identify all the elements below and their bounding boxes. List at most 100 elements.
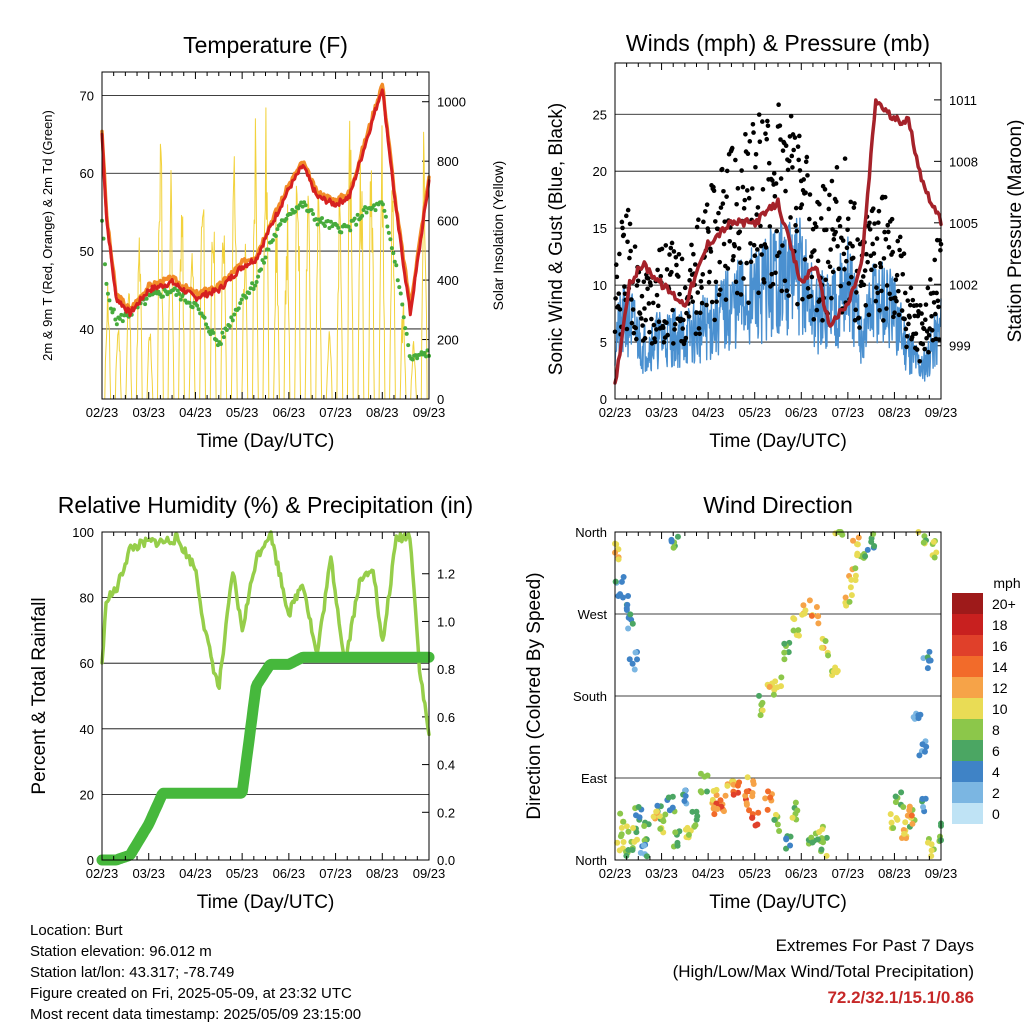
gust-point	[729, 145, 735, 151]
dewpoint-point	[394, 263, 399, 268]
dewpoint-point	[315, 222, 320, 227]
gust-point	[901, 251, 907, 257]
gust-point	[730, 257, 736, 263]
gust-point	[682, 285, 688, 291]
gust-point	[667, 252, 672, 257]
direction-point	[629, 660, 636, 667]
direction-point	[890, 825, 897, 832]
humidity-title: Relative Humidity (%) & Precipitation (i…	[58, 492, 473, 518]
x-tick-label: 09/23	[413, 405, 446, 420]
direction-point	[825, 652, 832, 659]
dewpoint-point	[220, 330, 225, 335]
gust-point	[897, 234, 903, 240]
gust-point	[696, 217, 701, 223]
gust-point	[677, 291, 682, 297]
gust-point	[674, 262, 679, 268]
direction-point	[653, 808, 660, 815]
gust-point	[925, 285, 931, 291]
dewpoint-point	[214, 338, 219, 343]
gust-point	[649, 316, 654, 322]
dewpoint-point	[102, 262, 107, 267]
gust-point	[853, 307, 859, 313]
precip-line	[96, 651, 435, 866]
gust-point	[928, 277, 933, 282]
direction-point	[629, 620, 636, 627]
dewpoint-point	[388, 237, 393, 242]
gust-point	[771, 171, 777, 176]
gust-point	[845, 216, 851, 222]
dewpoint-point	[406, 343, 411, 348]
gust-point	[897, 247, 902, 253]
direction-point	[801, 610, 808, 617]
dewpoint-point	[410, 357, 415, 362]
direction-point	[757, 712, 764, 719]
direction-point	[852, 572, 859, 579]
gust-point	[680, 326, 686, 331]
direction-point	[710, 804, 717, 811]
gust-point	[764, 136, 770, 142]
gust-point	[908, 285, 914, 291]
location-text: Location: Burt	[30, 922, 123, 939]
gust-point	[800, 296, 805, 302]
legend-swatch	[952, 719, 983, 740]
direction-point	[781, 640, 788, 647]
direction-point	[778, 674, 785, 681]
gust-point	[881, 318, 886, 323]
x-tick-label: 09/23	[413, 866, 446, 881]
direction-point	[654, 802, 661, 809]
gust-point	[715, 226, 721, 232]
direction-point	[916, 752, 923, 759]
y-tick-label: 10	[593, 278, 607, 293]
y-tick-label: 40	[80, 722, 94, 737]
gust-point	[775, 253, 780, 259]
gust-point	[765, 118, 770, 124]
gust-point	[621, 232, 627, 238]
gust-point	[825, 259, 831, 265]
direction-point	[922, 795, 929, 802]
gust-point	[665, 332, 670, 338]
gust-point	[864, 251, 869, 257]
x-tick-label: 02/23	[599, 866, 632, 881]
x-tick-label: 07/23	[832, 405, 865, 420]
gust-point	[929, 328, 935, 333]
gust-point	[707, 269, 712, 275]
direction-point	[711, 811, 718, 818]
gust-point	[777, 123, 783, 128]
direction-point	[862, 553, 869, 560]
temp-2m-line	[100, 88, 431, 318]
direction-point	[701, 773, 708, 780]
gust-point	[691, 251, 696, 257]
winds-frame	[614, 62, 942, 400]
gust-point	[893, 277, 899, 283]
gust-point	[785, 167, 791, 173]
direction-point	[743, 800, 750, 807]
x-tick-label: 04/23	[179, 866, 212, 881]
gust-point	[748, 241, 753, 246]
direction-point	[645, 821, 652, 828]
gust-point	[756, 112, 762, 117]
gust-point	[722, 219, 728, 224]
gust-point	[871, 251, 877, 256]
direction-point	[618, 824, 625, 831]
gust-point	[761, 280, 767, 285]
dewpoint-point	[284, 216, 289, 221]
dewpoint-point	[352, 216, 357, 221]
pressure-line	[613, 98, 943, 385]
dewpoint-point	[190, 305, 195, 310]
dewpoint-point	[382, 208, 387, 213]
gust-point	[760, 119, 765, 124]
direction-point	[617, 810, 624, 817]
gust-point	[765, 123, 771, 129]
gust-point	[840, 238, 846, 243]
gust-point	[624, 326, 630, 332]
gust-point	[778, 137, 783, 142]
gust-point	[734, 201, 739, 207]
dewpoint-point	[211, 330, 216, 335]
dewpoint-point	[364, 210, 369, 215]
gust-point	[731, 253, 736, 259]
gust-point	[738, 292, 744, 297]
direction-point	[743, 788, 750, 795]
gust-point	[613, 296, 618, 301]
direction-point	[631, 666, 638, 673]
x-tick-label: 06/23	[785, 405, 818, 420]
